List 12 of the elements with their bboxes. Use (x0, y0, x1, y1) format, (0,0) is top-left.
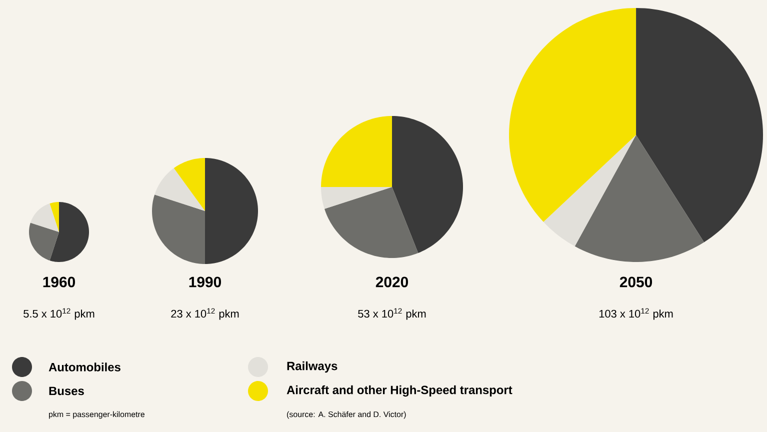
legend-label: Buses (49, 386, 84, 396)
text: 53 x 10$^{12}$ pkm (358, 308, 426, 320)
legend-label: Railways (287, 361, 338, 373)
text: 2050 (620, 276, 652, 288)
text: 103 x 10$^{12}$ pkm (599, 308, 673, 320)
legend-label: Aircraft and other High-Speed transport (286, 385, 512, 397)
text: 2020 (376, 276, 408, 288)
text: 23 x 10$^{12}$ pkm (171, 308, 239, 320)
text: 5.5 x 10$^{12}$ pkm (24, 308, 94, 320)
text: 1960 (43, 276, 75, 288)
text: 1990 (189, 276, 221, 288)
legend-label: Automobiles (48, 362, 120, 372)
